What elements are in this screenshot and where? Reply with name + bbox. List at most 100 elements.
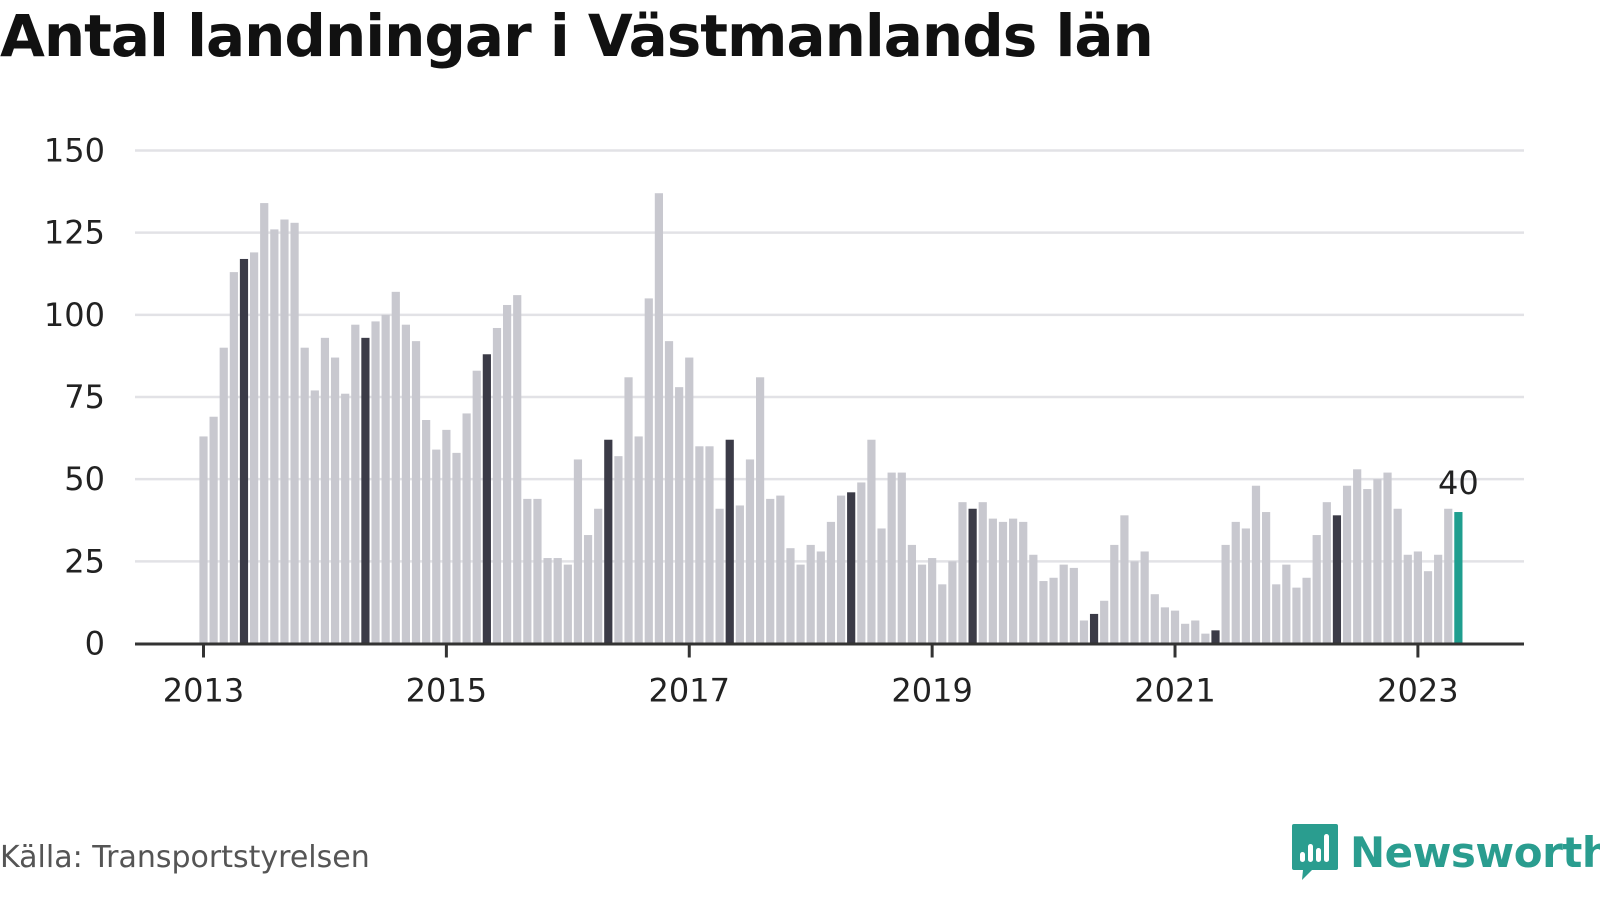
bar [1454,512,1463,644]
bar [583,535,593,644]
x-axis-ticks: 2013 2015 2017 2019 2021 2023 [163,645,1459,710]
bar [1100,600,1109,644]
bar [988,518,997,644]
bar [1140,551,1149,644]
bar [907,544,916,644]
bar [928,558,937,644]
bar-chart-bubble-icon [1292,824,1338,880]
bar [604,439,613,644]
bar [664,341,674,644]
bar [756,377,765,644]
bar [1322,502,1331,644]
bar [897,472,906,644]
y-tick-label: 125 [44,214,105,252]
bar [624,377,633,644]
bar [341,393,350,644]
bar [1312,535,1321,644]
bar [320,337,330,644]
bar [492,327,502,644]
chart-title: Antal landningar i Västmanlands län [0,2,1154,70]
bar [1089,613,1099,644]
bar [806,544,815,644]
bar-chart: 0 25 50 75 100 125 150 2013 2015 2017 2019 2021 202… [44,132,1524,710]
x-tick-label: 2015 [406,672,487,710]
bar [796,564,805,644]
bar [1059,564,1068,644]
bar [1009,518,1018,644]
bar [1423,571,1433,644]
bar [330,357,340,644]
bar [371,321,380,644]
bar [857,482,866,644]
y-tick-label: 100 [44,296,105,334]
bar [978,502,987,644]
bar [1079,620,1089,644]
bar [1272,584,1281,644]
bar [654,193,663,644]
bar [877,528,886,644]
bar [1029,554,1038,644]
bar [1434,554,1443,644]
y-tick-label: 0 [85,625,105,663]
bar [351,324,360,644]
bar [786,548,795,644]
bar [280,219,289,644]
bar [462,413,471,644]
bar [1332,515,1342,644]
bar [685,357,694,644]
bar [938,584,947,644]
bar [816,551,825,644]
bar [1120,515,1129,644]
brand-logo: Newsworthy [1290,822,1600,882]
bar [1181,623,1190,644]
bar [432,449,441,644]
bar [1130,561,1139,644]
bar [513,295,522,644]
bar [745,459,755,644]
bar [1211,630,1220,644]
bar [968,508,977,644]
bar [766,498,775,644]
bar [948,561,957,644]
bar [1363,489,1372,644]
y-tick-label: 150 [44,132,105,170]
bar [199,436,208,644]
bar [300,347,309,644]
bar [310,390,319,644]
bar [1262,512,1271,644]
bar [1373,479,1382,644]
bar [1191,620,1200,644]
bar [391,291,400,644]
bar [1383,472,1392,644]
bar [381,314,390,644]
bar [644,298,653,644]
bar [1302,577,1311,644]
bar [634,436,643,644]
bar [725,439,734,644]
x-tick-label: 2023 [1377,672,1458,710]
bar [260,203,269,644]
bar [1039,581,1048,644]
bar [1231,521,1240,644]
bar [533,498,542,644]
bar [219,347,228,644]
x-tick-label: 2013 [163,672,244,710]
bar [1444,508,1453,644]
bars [199,193,1463,644]
bar [1019,521,1028,644]
bar [1292,587,1301,644]
bar [887,472,896,644]
x-tick-label: 2019 [891,672,972,710]
bar [361,337,370,644]
x-tick-label: 2017 [649,672,730,710]
bar [472,370,481,644]
bar [1403,554,1412,644]
bar [715,508,724,644]
bar [503,304,512,644]
bar [958,502,967,644]
bar [705,446,714,644]
bar [1110,544,1119,644]
bar [209,416,218,644]
bar [1069,567,1078,644]
x-tick-label: 2021 [1134,672,1215,710]
